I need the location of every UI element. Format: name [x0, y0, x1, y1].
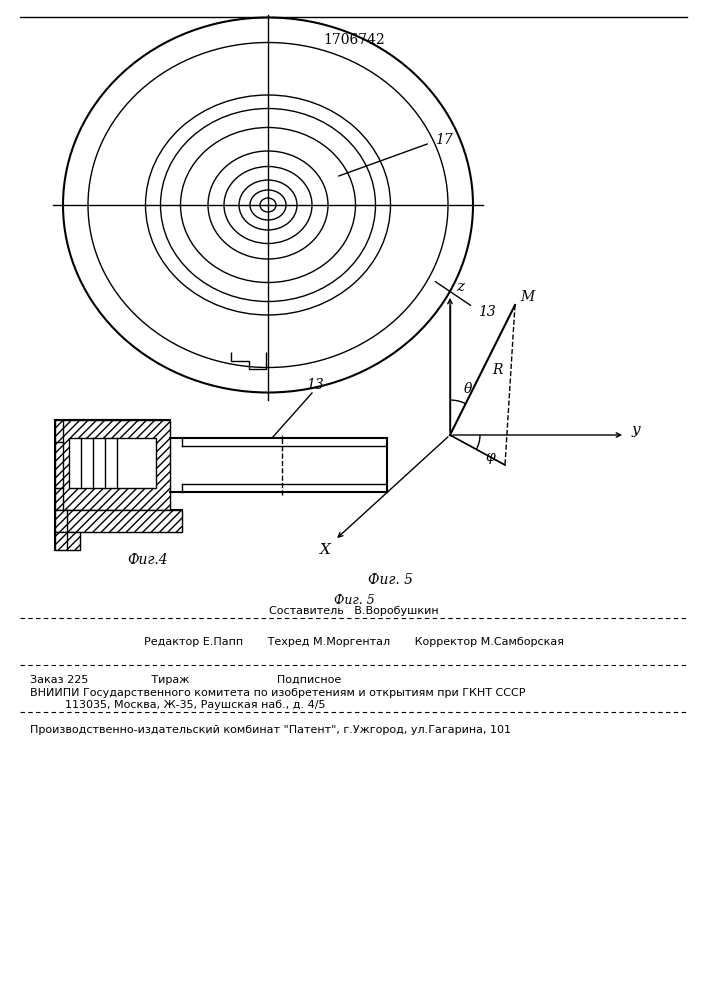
Text: 13: 13 [478, 305, 496, 319]
Text: θ: θ [464, 382, 472, 396]
Bar [55, 510, 182, 532]
Text: z: z [456, 280, 464, 294]
Text: φ: φ [485, 450, 495, 464]
Text: Заказ 225                  Тираж                         Подписное: Заказ 225 Тираж Подписное [30, 675, 341, 685]
Bar [55, 510, 182, 532]
Text: Фиг. 5: Фиг. 5 [334, 593, 375, 606]
Text: Фиг. 5: Фиг. 5 [368, 573, 412, 587]
Bar [69, 438, 156, 488]
Text: 17: 17 [435, 133, 452, 147]
Text: Редактор Е.Папп       Техред М.Моргентал       Корректор М.Самборская: Редактор Е.Папп Техред М.Моргентал Корре… [144, 637, 564, 647]
Text: Фиг.4: Фиг.4 [128, 553, 168, 567]
Text: y: y [632, 423, 641, 437]
Text: X: X [320, 543, 330, 557]
Bar [55, 532, 80, 550]
Text: M: M [520, 290, 534, 304]
Bar [55, 420, 170, 510]
Bar [55, 532, 80, 550]
Text: Производственно-издательский комбинат "Патент", г.Ужгород, ул.Гагарина, 101: Производственно-издательский комбинат "П… [30, 725, 511, 735]
Bar [55, 420, 170, 510]
Text: R: R [493, 363, 503, 377]
Text: 13: 13 [306, 378, 324, 392]
Text: Составитель   В.Воробушкин: Составитель В.Воробушкин [269, 606, 439, 616]
Text: ВНИИПИ Государственного комитета по изобретениям и открытиям при ГКНТ СССР: ВНИИПИ Государственного комитета по изоб… [30, 688, 525, 698]
Text: 1706742: 1706742 [323, 33, 385, 47]
Text: 113035, Москва, Ж-35, Раушская наб., д. 4/5: 113035, Москва, Ж-35, Раушская наб., д. … [30, 700, 325, 710]
